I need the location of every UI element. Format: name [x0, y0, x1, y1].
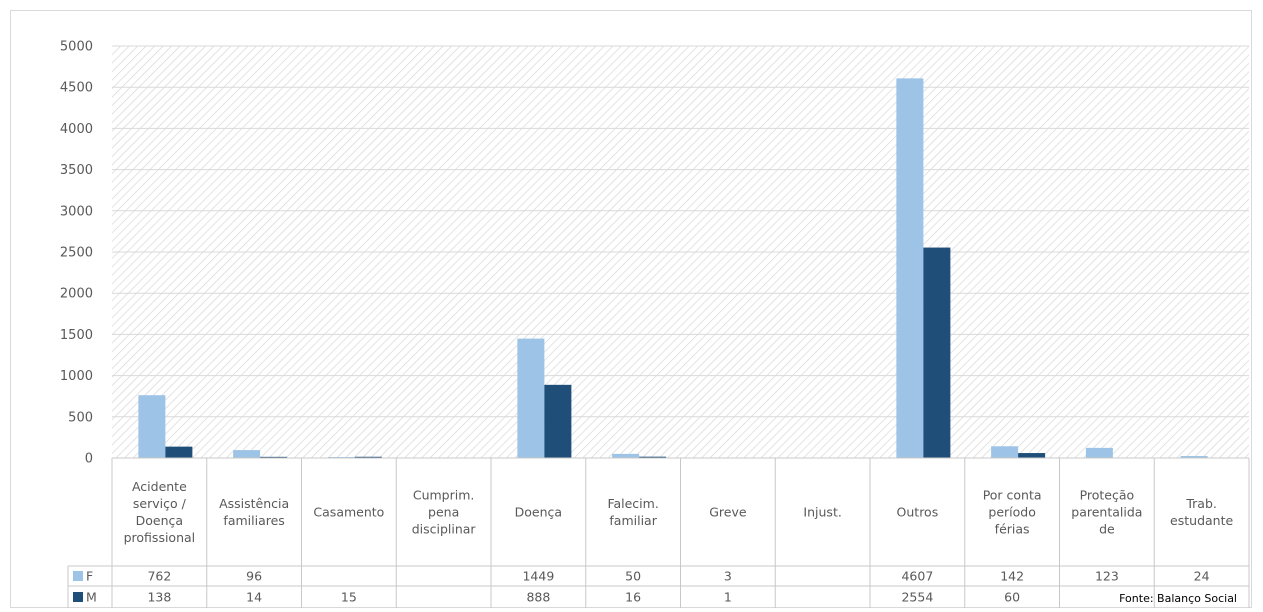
category-label: Acidente serviço / Doença profissional	[124, 479, 196, 545]
data-table-value: 4607	[901, 569, 933, 584]
data-table-value: 2554	[901, 590, 933, 605]
category-label-line: serviço /	[133, 496, 187, 511]
category-label-line: familiares	[223, 513, 284, 528]
data-table-value: 15	[341, 590, 357, 605]
data-table-value: 762	[147, 569, 171, 584]
category-label-line: profissional	[124, 530, 196, 545]
y-tick-label: 3500	[60, 163, 93, 178]
data-table-value: 96	[246, 569, 262, 584]
y-tick-label: 4500	[60, 81, 93, 96]
category-label-line: período	[988, 505, 1035, 520]
data-table-value: 3	[724, 569, 732, 584]
category-label-line: Injust.	[803, 505, 841, 520]
category-label: Injust.	[803, 505, 841, 520]
y-tick-label: 3000	[60, 204, 93, 219]
category-label-line: de	[1099, 522, 1115, 537]
bar-F-11	[1180, 456, 1208, 458]
category-label-line: férias	[995, 522, 1030, 537]
category-label-line: Proteção	[1080, 488, 1135, 503]
y-tick-label: 2500	[60, 246, 93, 261]
category-label-line: Greve	[709, 505, 747, 520]
bar-M-8	[923, 247, 951, 458]
bar-M-9	[1018, 453, 1046, 458]
y-tick-label: 4000	[60, 122, 93, 137]
data-table-value: 14	[246, 590, 262, 605]
category-label: Trab. estudante	[1170, 496, 1233, 528]
data-table-value: 123	[1095, 569, 1119, 584]
y-tick-label: 500	[68, 410, 93, 425]
bar-F-8	[896, 78, 924, 458]
data-table-value: 138	[147, 590, 171, 605]
y-tick-label: 1500	[60, 328, 93, 343]
bar-M-1	[260, 456, 288, 458]
category-label-line: Por conta	[983, 488, 1042, 503]
legend-swatch-M	[73, 592, 83, 602]
data-table-value: 50	[625, 569, 641, 584]
data-table-value: 60	[1004, 590, 1020, 605]
chart-frame: 0 500 1000 1500 2000 2500 3000 3500 4000 4500 5000…	[10, 10, 1252, 608]
data-table-value: 142	[1000, 569, 1024, 584]
y-tick-label: 0	[85, 452, 93, 467]
source-note: Fonte: Balanço Social	[1119, 592, 1237, 605]
data-table-value: 24	[1194, 569, 1210, 584]
category-label-line: Casamento	[313, 505, 384, 520]
category-label-line: pena	[428, 505, 459, 520]
category-label: Assistência familiares	[219, 496, 289, 528]
bar-F-10	[1085, 447, 1113, 458]
category-label: Falecim. familiar	[607, 496, 658, 528]
category-label-line: estudante	[1170, 513, 1233, 528]
category-label-line: Outros	[897, 505, 939, 520]
category-label: Por conta período férias	[983, 488, 1042, 537]
category-label-line: familiar	[609, 513, 657, 528]
category-label: Doença	[515, 505, 562, 520]
category-label-line: Trab.	[1185, 496, 1217, 511]
bar-F-0	[138, 395, 166, 458]
y-tick-label: 2000	[60, 287, 93, 302]
bar-M-4	[544, 384, 572, 458]
category-label-line: Cumprim.	[413, 488, 475, 503]
category-label: Outros	[897, 505, 939, 520]
data-table-value: 1449	[522, 569, 554, 584]
category-label-line: Doença	[515, 505, 562, 520]
data-table-value: 888	[526, 590, 550, 605]
bar-F-4	[517, 338, 545, 458]
bar-F-5	[612, 453, 640, 458]
category-label: Casamento	[313, 505, 384, 520]
bar-M-5	[639, 456, 667, 458]
bar-M-2	[354, 456, 382, 458]
category-label-line: Assistência	[219, 496, 289, 511]
bar-F-1	[233, 450, 261, 458]
data-table-value: 16	[625, 590, 641, 605]
bar-M-0	[165, 446, 193, 458]
legend-swatch-F	[73, 571, 83, 581]
y-tick-label: 1000	[60, 369, 93, 384]
category-label-line: Falecim.	[607, 496, 658, 511]
bar-chart: 0 500 1000 1500 2000 2500 3000 3500 4000 4500 5000…	[60, 40, 1250, 608]
category-label-line: Doença	[136, 513, 183, 528]
data-table-value: 1	[724, 590, 732, 605]
category-label-line: parentalida	[1071, 505, 1142, 520]
category-label: Greve	[709, 505, 747, 520]
category-label: Cumprim. pena disciplinar	[412, 488, 477, 537]
bar-F-9	[991, 446, 1019, 458]
legend-label-F: F	[86, 569, 93, 584]
category-label: Proteção parentalida de	[1071, 488, 1142, 537]
category-label-line: Acidente	[132, 479, 187, 494]
legend-label-M: M	[86, 590, 97, 605]
y-tick-label: 5000	[60, 40, 93, 55]
category-label-line: disciplinar	[412, 522, 477, 537]
